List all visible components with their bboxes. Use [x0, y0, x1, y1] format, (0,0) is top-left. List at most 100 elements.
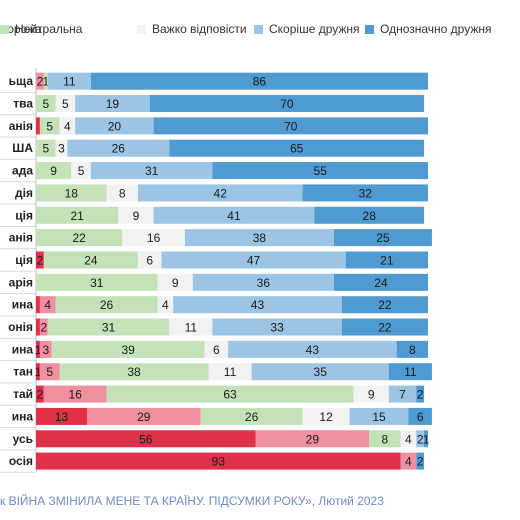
bar-segment — [153, 206, 315, 224]
bar-segment — [369, 430, 401, 448]
bar-segment — [137, 251, 162, 269]
data-label: 5 — [42, 142, 49, 156]
data-label: 5 — [46, 365, 53, 379]
bar-segment — [36, 296, 40, 314]
data-label: 15 — [372, 410, 386, 424]
category-label: анія — [9, 231, 33, 245]
data-label: 3 — [58, 142, 65, 156]
bar-segment — [36, 385, 44, 403]
bar-segment — [349, 407, 409, 425]
legend-swatch — [0, 24, 9, 34]
data-label: 2 — [40, 321, 47, 335]
bar-segment — [90, 162, 213, 180]
data-label: 9 — [172, 276, 179, 290]
data-label: 13 — [55, 410, 69, 424]
bar-segment — [212, 162, 428, 180]
bar-segment — [39, 363, 60, 381]
data-label: 22 — [378, 321, 392, 335]
bar-segment — [43, 251, 138, 269]
bar-segment — [36, 229, 123, 247]
data-label: 93 — [212, 455, 226, 469]
data-label: 22 — [378, 298, 392, 312]
category-label: анія — [9, 119, 33, 133]
data-label: 70 — [280, 97, 294, 111]
data-label: 2 — [37, 75, 44, 89]
bar-segment — [169, 139, 425, 157]
bar-segment — [36, 318, 40, 336]
category-label: ьща — [9, 74, 34, 88]
bar-segment — [39, 117, 60, 135]
data-label: 11 — [224, 365, 237, 379]
bar-segment — [71, 162, 91, 180]
bar-segment — [408, 407, 432, 425]
data-label: 31 — [102, 321, 116, 335]
category-label: тан — [13, 365, 33, 379]
legend-item: Однозначно дружня — [365, 20, 492, 38]
bar-segment — [36, 452, 401, 470]
data-label: 38 — [253, 231, 267, 245]
data-label: 29 — [137, 410, 151, 424]
data-label: 38 — [127, 365, 141, 379]
data-label: 2 — [37, 253, 44, 267]
data-label: 35 — [314, 365, 328, 379]
data-label: 8 — [119, 186, 126, 200]
bar-segment — [55, 139, 68, 157]
category-label: дія — [15, 186, 33, 200]
bar-segment — [39, 340, 52, 358]
data-label: 18 — [65, 186, 79, 200]
data-label: 86 — [253, 75, 267, 89]
category-label: ція — [15, 208, 33, 222]
data-label: 32 — [359, 186, 373, 200]
bar-segment — [55, 95, 76, 113]
data-label: 4 — [405, 455, 412, 469]
bar-segment — [200, 407, 303, 425]
bar-segment — [75, 95, 150, 113]
bar-segment — [396, 340, 428, 358]
bar-segment — [106, 385, 354, 403]
bar-segment — [333, 229, 432, 247]
bar-segment — [302, 407, 350, 425]
bar-segment — [59, 363, 209, 381]
bar-segment — [36, 430, 256, 448]
data-label: 63 — [223, 388, 237, 402]
category-label: ція — [15, 253, 33, 267]
data-label: 16 — [69, 388, 83, 402]
category-label: ША — [12, 141, 33, 155]
data-label: 1 — [423, 432, 430, 446]
data-label: 70 — [284, 119, 298, 133]
legend-swatch — [254, 24, 263, 34]
bar-segment — [208, 363, 252, 381]
data-label: 65 — [290, 142, 304, 156]
chart-legend: ворожа Нейтральна Важко відповісти Скоріше … — [0, 20, 520, 38]
bar-segment — [341, 296, 428, 314]
legend-label: ворожа — [1, 22, 42, 36]
data-label: 12 — [319, 410, 333, 424]
bar-segment — [86, 407, 201, 425]
data-label: 41 — [227, 209, 241, 223]
data-label: 36 — [257, 276, 271, 290]
bar-segment — [173, 296, 342, 314]
data-label: 6 — [146, 253, 153, 267]
data-label: 16 — [147, 231, 161, 245]
source-caption: к ВІЙНА ЗМІНИЛА МЕНЕ ТА КРАЇНУ. ПІДСУМКИ… — [0, 494, 384, 508]
legend-item: ворожа — [0, 20, 42, 38]
category-label: онія — [8, 320, 33, 334]
data-label: 24 — [84, 253, 98, 267]
data-label: 43 — [251, 298, 265, 312]
bar-segment — [36, 340, 40, 358]
bar-segment — [388, 385, 417, 403]
data-label: 33 — [270, 321, 284, 335]
data-label: 8 — [382, 432, 389, 446]
bar-segment — [39, 318, 48, 336]
data-label: 56 — [139, 432, 153, 446]
data-label: 1 — [35, 365, 42, 379]
legend-label: Нейтральна — [15, 22, 83, 36]
bar-segment — [157, 296, 174, 314]
data-label: 9 — [50, 164, 57, 178]
bar-segment — [424, 430, 428, 448]
bar-segment — [255, 430, 370, 448]
data-label: 39 — [121, 343, 135, 357]
category-label: тай — [13, 387, 33, 401]
data-label: 22 — [72, 231, 86, 245]
bar-segment — [251, 363, 389, 381]
